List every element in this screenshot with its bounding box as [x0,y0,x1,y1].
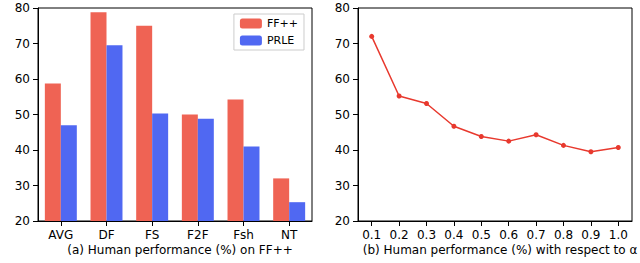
svg-text:20: 20 [15,214,30,228]
svg-text:30: 30 [15,179,30,193]
svg-text:0.7: 0.7 [527,228,546,242]
svg-text:NT: NT [281,228,298,242]
svg-text:0.5: 0.5 [472,228,491,242]
svg-text:60: 60 [335,72,350,86]
svg-text:0.9: 0.9 [581,228,600,242]
svg-text:FF++: FF++ [267,17,298,30]
svg-text:20: 20 [335,214,350,228]
svg-text:0.8: 0.8 [554,228,573,242]
svg-text:0.1: 0.1 [362,228,381,242]
svg-text:50: 50 [15,108,30,122]
svg-text:70: 70 [335,37,350,51]
svg-text:40: 40 [335,143,350,157]
svg-text:1.0: 1.0 [609,228,628,242]
svg-text:Fsh: Fsh [233,228,254,242]
svg-text:30: 30 [335,179,350,193]
svg-text:0.4: 0.4 [444,228,463,242]
svg-text:60: 60 [15,72,30,86]
svg-text:F2F: F2F [187,228,209,242]
svg-text:(a) Human performance (%) on F: (a) Human performance (%) on FF++ [67,243,293,257]
svg-text:DF: DF [98,228,114,242]
svg-text:0.6: 0.6 [499,228,518,242]
svg-text:50: 50 [335,108,350,122]
svg-text:70: 70 [15,37,30,51]
svg-text:40: 40 [15,143,30,157]
svg-text:80: 80 [15,1,30,15]
svg-text:80: 80 [335,1,350,15]
svg-text:FS: FS [145,228,159,242]
svg-text:0.2: 0.2 [390,228,409,242]
svg-text:PRLE: PRLE [267,34,294,47]
svg-text:AVG: AVG [48,228,73,242]
svg-text:(b) Human performance (%) with: (b) Human performance (%) with respect t… [363,243,638,257]
svg-text:0.3: 0.3 [417,228,436,242]
